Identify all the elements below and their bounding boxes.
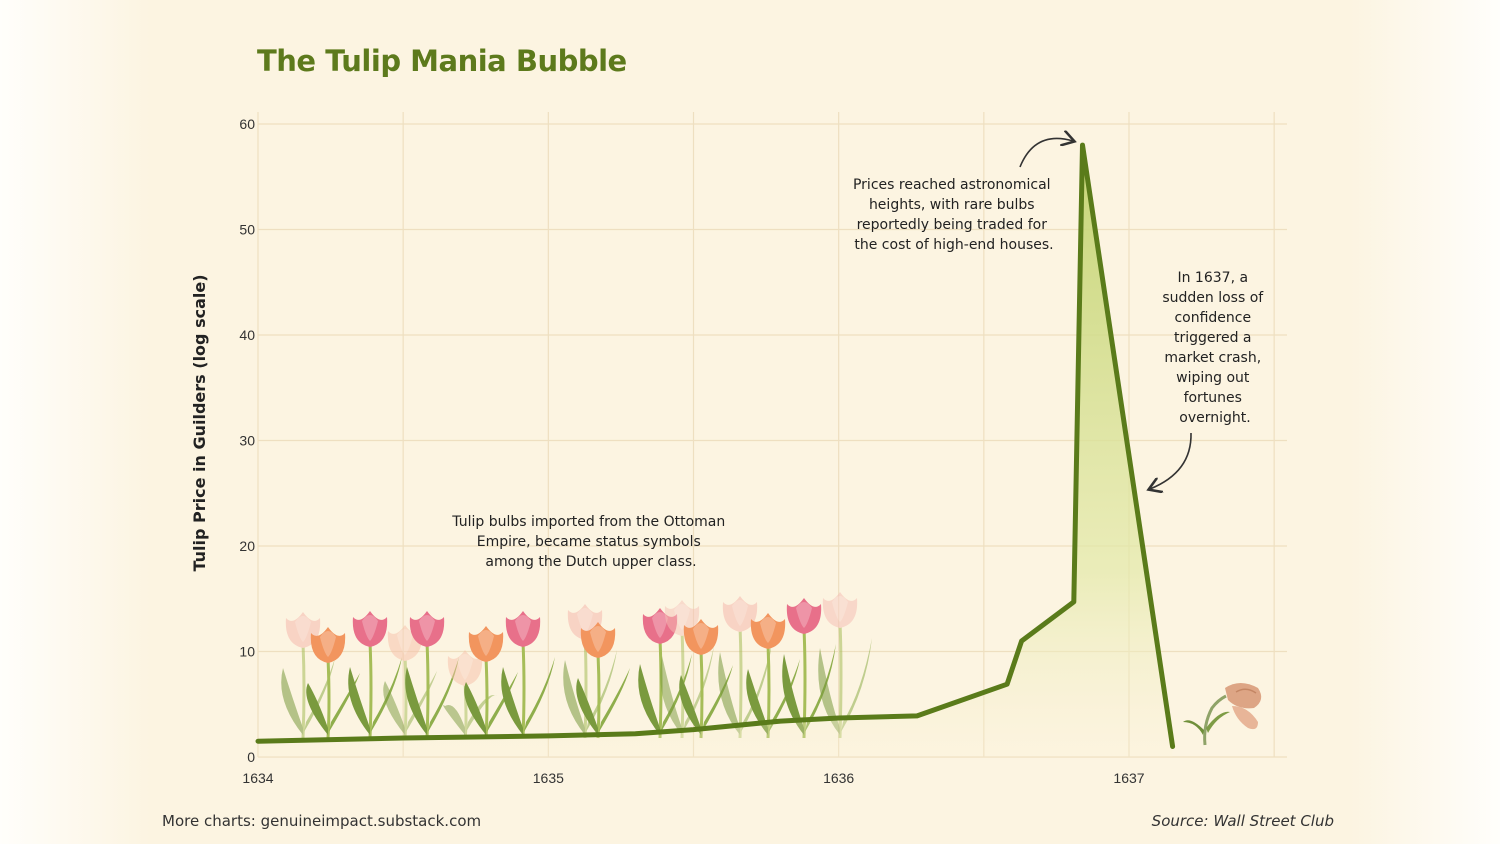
annotation-line: sudden loss of: [1162, 290, 1264, 306]
tulip-icon: [576, 622, 630, 739]
annotation-line: Tulip bulbs imported from the Ottoman: [451, 514, 725, 530]
tulip-icon: [348, 611, 402, 739]
chart-title: The Tulip Mania Bubble: [257, 44, 627, 78]
annotation-line: triggered a: [1174, 330, 1252, 346]
annotation-line: reportedly being traded for: [857, 217, 1048, 233]
annotation-line: overnight.: [1179, 410, 1250, 426]
annotation-ottoman: Tulip bulbs imported from the Ottoman Em…: [451, 514, 729, 570]
peak-arrow: [1019, 138, 1073, 168]
x-tick-label: 1635: [533, 770, 564, 786]
y-tick-label: 0: [247, 749, 255, 765]
price-area: [258, 145, 1173, 758]
crash-arrow: [1150, 432, 1192, 489]
annotation-line: heights, with rare bulbs: [869, 197, 1035, 213]
x-axis-ticks: 1634 1635 1636 1637: [242, 770, 1144, 786]
y-tick-label: 40: [239, 327, 255, 343]
wilted-tulip-illustration: [1183, 683, 1262, 746]
annotation-peak: Prices reached astronomical heights, wit…: [853, 177, 1055, 253]
y-tick-label: 60: [239, 116, 255, 132]
tulip-icon: [679, 619, 733, 739]
footer-credit: More charts: genuineimpact.substack.com: [162, 812, 482, 830]
tulip-icon: [746, 613, 800, 739]
x-tick-label: 1637: [1113, 770, 1144, 786]
y-axis-ticks: 0 10 20 30 40 50 60: [239, 116, 255, 765]
y-axis-label: Tulip Price in Guilders (log scale): [190, 274, 209, 571]
footer-source: Source: Wall Street Club: [1151, 812, 1334, 830]
tulip-illustrations: [281, 592, 872, 739]
annotation-line: In 1637, a: [1177, 270, 1248, 286]
annotation-line: Prices reached astronomical: [853, 177, 1051, 193]
annotation-crash: In 1637, a sudden loss of confidence tri…: [1162, 270, 1267, 426]
y-tick-label: 30: [239, 433, 255, 449]
annotation-line: Empire, became status symbols: [477, 534, 701, 550]
price-line: [255, 142, 1176, 749]
tulip-icon: [660, 600, 714, 739]
y-tick-label: 50: [239, 222, 255, 238]
x-tick-label: 1634: [242, 770, 273, 786]
y-tick-label: 10: [239, 644, 255, 660]
annotation-line: confidence: [1174, 310, 1251, 326]
x-tick-label: 1636: [823, 770, 854, 786]
annotation-line: fortunes: [1184, 390, 1242, 406]
tulip-icon: [405, 611, 459, 739]
annotation-line: among the Dutch upper class.: [485, 554, 696, 570]
annotation-line: wiping out: [1176, 370, 1250, 386]
annotation-line: market crash,: [1164, 350, 1261, 366]
annotation-line: the cost of high-end houses.: [854, 237, 1053, 253]
tulip-icon: [464, 626, 518, 739]
y-tick-label: 20: [239, 538, 255, 554]
tulip-icon: [501, 611, 555, 739]
